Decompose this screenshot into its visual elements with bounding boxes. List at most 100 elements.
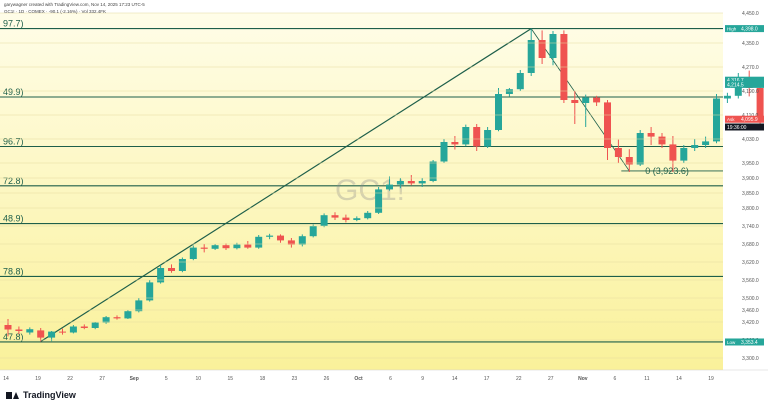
candle-body	[680, 148, 688, 161]
y-tick-label: 4,450.0	[742, 11, 759, 17]
candle	[680, 145, 688, 163]
x-tick-label: 9	[421, 376, 424, 382]
candle-body	[484, 130, 492, 147]
candle-body	[527, 40, 535, 73]
trend-line-down	[530, 28, 630, 172]
y-tick-label: 4,270.0	[742, 65, 759, 71]
candle	[309, 224, 317, 238]
candle-body	[189, 247, 197, 259]
candle-body	[26, 329, 34, 333]
candle-body	[516, 73, 524, 90]
candle	[429, 160, 437, 183]
y-tick-label: 3,850.0	[742, 191, 759, 197]
candle-body	[266, 235, 274, 237]
symbol-info: GC1! · 1D · COMEX · -90.1 (-2.16%) · Vol…	[4, 9, 107, 14]
candle	[440, 139, 448, 163]
candle	[407, 175, 415, 186]
candle	[549, 31, 557, 66]
candle-body	[113, 317, 121, 319]
candle	[451, 136, 459, 150]
candle	[102, 316, 110, 324]
candle	[124, 310, 132, 319]
candle-body	[593, 97, 601, 103]
candle-body	[178, 259, 186, 271]
x-tick-label: 27	[548, 376, 554, 382]
fib-level-label: 78.8)	[3, 266, 24, 276]
candle	[462, 124, 470, 147]
x-tick-label: 10	[195, 376, 201, 382]
candle-body	[211, 245, 219, 249]
candle	[157, 265, 165, 284]
price-badge-value-bg	[739, 338, 764, 346]
tradingview-brand-text: TradingView	[23, 390, 76, 400]
fib-level-label: 97.7)	[3, 19, 24, 29]
candle-body	[582, 97, 590, 103]
candle	[26, 327, 34, 335]
x-tick-label: 26	[324, 376, 330, 382]
candle	[342, 214, 350, 223]
tradingview-logo[interactable]: TradingView	[6, 390, 76, 400]
price-badge: Ask 4,095.9	[725, 115, 764, 123]
candle-body	[298, 236, 306, 245]
x-tick-label: Sep	[130, 376, 139, 382]
y-tick-label: 3,620.0	[742, 260, 759, 266]
candle	[593, 95, 601, 106]
candle-body	[495, 94, 502, 130]
candle	[364, 211, 372, 220]
tradingview-logo-icon	[6, 391, 20, 400]
candle	[287, 238, 295, 248]
candle-body	[342, 217, 350, 220]
y-tick-label: 3,500.0	[742, 296, 759, 302]
y-tick-label: 3,800.0	[742, 206, 759, 212]
y-tick-label: 3,420.0	[742, 320, 759, 326]
candle	[473, 124, 481, 151]
candle-body	[604, 102, 611, 148]
candle	[527, 28, 535, 76]
candle-body	[614, 148, 622, 157]
candle-body	[287, 240, 295, 245]
candle	[69, 325, 77, 334]
price-badge-value: 19:36:00	[727, 125, 747, 131]
candle-body	[135, 300, 143, 312]
candle-body	[723, 95, 731, 99]
candle-body	[451, 142, 459, 145]
candle-body	[647, 133, 655, 137]
price-badge-value-bg	[739, 115, 764, 123]
candle	[113, 315, 121, 320]
candle-body	[702, 141, 710, 145]
candle	[91, 322, 99, 330]
candle-body	[462, 127, 470, 145]
candle-body	[59, 331, 66, 333]
y-tick-label: 4,350.0	[742, 41, 759, 47]
y-tick-label: 3,460.0	[742, 308, 759, 314]
candle-body	[4, 325, 12, 330]
candle	[320, 213, 328, 228]
x-tick-label: 6	[389, 376, 392, 382]
candle	[636, 130, 644, 166]
price-badge-tag	[725, 25, 739, 33]
price-badge: High 4,398.0	[725, 25, 764, 33]
candle	[396, 178, 404, 189]
candle-body	[407, 181, 415, 184]
candle	[386, 176, 393, 191]
candle	[571, 91, 579, 124]
fib-level-label: 48.9)	[3, 214, 24, 224]
candle-body	[353, 218, 361, 220]
x-tick-label: Oct	[354, 376, 363, 382]
y-tick-label: 3,680.0	[742, 242, 759, 248]
candle-body	[309, 226, 317, 237]
fib-level-label: 49.9)	[3, 87, 24, 97]
candle-body	[440, 142, 448, 162]
candle	[168, 264, 175, 273]
y-tick-label: 4,190.0	[742, 89, 759, 95]
candle-body	[571, 100, 579, 103]
candle	[669, 136, 677, 172]
x-tick-label: 19	[708, 376, 714, 382]
candle	[37, 328, 45, 342]
candle-body	[636, 133, 644, 165]
fib-level-label: 96.7)	[3, 137, 24, 147]
candle-body	[386, 184, 393, 190]
x-tick-label: 22	[67, 376, 73, 382]
x-tick-label: 17	[484, 376, 490, 382]
